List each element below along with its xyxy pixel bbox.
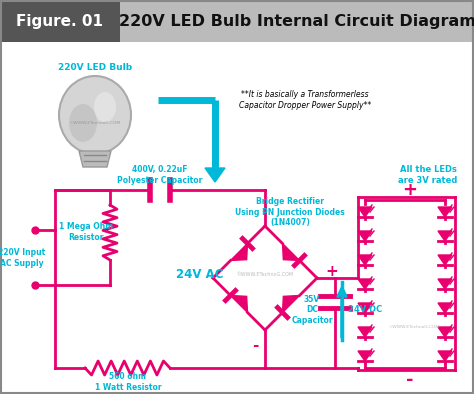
Polygon shape <box>358 255 372 265</box>
Polygon shape <box>438 207 452 217</box>
Text: -: - <box>406 371 414 389</box>
Polygon shape <box>283 243 300 260</box>
FancyBboxPatch shape <box>120 0 474 42</box>
Polygon shape <box>358 279 372 289</box>
Text: 400V, 0.22uF
Polyester Capacitor: 400V, 0.22uF Polyester Capacitor <box>117 165 203 185</box>
Text: +: + <box>325 264 338 279</box>
Polygon shape <box>283 296 300 312</box>
Polygon shape <box>438 303 452 313</box>
Polygon shape <box>358 231 372 241</box>
Text: +: + <box>402 181 418 199</box>
Ellipse shape <box>59 76 131 154</box>
Polygon shape <box>358 207 372 217</box>
Polygon shape <box>79 151 111 167</box>
Text: ©WWW.ETechnoG.COM: ©WWW.ETechnoG.COM <box>69 121 120 125</box>
Polygon shape <box>438 279 452 289</box>
Text: 24V DC: 24V DC <box>348 305 382 314</box>
Polygon shape <box>230 296 247 312</box>
Polygon shape <box>205 168 225 182</box>
FancyBboxPatch shape <box>0 42 474 394</box>
Text: 1 Mega Ohm
Resistor: 1 Mega Ohm Resistor <box>59 222 113 242</box>
Polygon shape <box>230 243 247 260</box>
Text: -: - <box>252 338 258 353</box>
Text: 35V
DC
Capacitor: 35V DC Capacitor <box>291 295 333 325</box>
Polygon shape <box>358 303 372 313</box>
Text: All the LEDs
are 3V rated: All the LEDs are 3V rated <box>398 165 458 185</box>
Text: 220V LED Bulb Internal Circuit Diagram: 220V LED Bulb Internal Circuit Diagram <box>118 13 474 28</box>
Text: 220V Input
AC Supply: 220V Input AC Supply <box>0 248 46 268</box>
Polygon shape <box>438 351 452 361</box>
Polygon shape <box>438 327 452 337</box>
Ellipse shape <box>69 104 97 142</box>
FancyBboxPatch shape <box>0 0 120 42</box>
Text: Figure. 01: Figure. 01 <box>17 13 103 28</box>
Polygon shape <box>438 255 452 265</box>
Text: Bridge Rectifier
Using PN Junction Diodes
(1N4007): Bridge Rectifier Using PN Junction Diode… <box>235 197 345 227</box>
Polygon shape <box>358 351 372 361</box>
Text: 560 ohm
1 Watt Resistor: 560 ohm 1 Watt Resistor <box>95 372 161 392</box>
Text: ©WWW.ETechnoG.COM: ©WWW.ETechnoG.COM <box>389 325 440 329</box>
Text: **It is basically a Transformerless
Capacitor Dropper Power Supply**: **It is basically a Transformerless Capa… <box>239 90 371 110</box>
Text: ©WWW.ETechnoG.COM: ©WWW.ETechnoG.COM <box>237 273 293 277</box>
Text: 220V LED Bulb: 220V LED Bulb <box>58 63 132 71</box>
Polygon shape <box>438 231 452 241</box>
Text: 24V AC: 24V AC <box>176 268 224 281</box>
Ellipse shape <box>94 92 116 122</box>
Polygon shape <box>358 327 372 337</box>
